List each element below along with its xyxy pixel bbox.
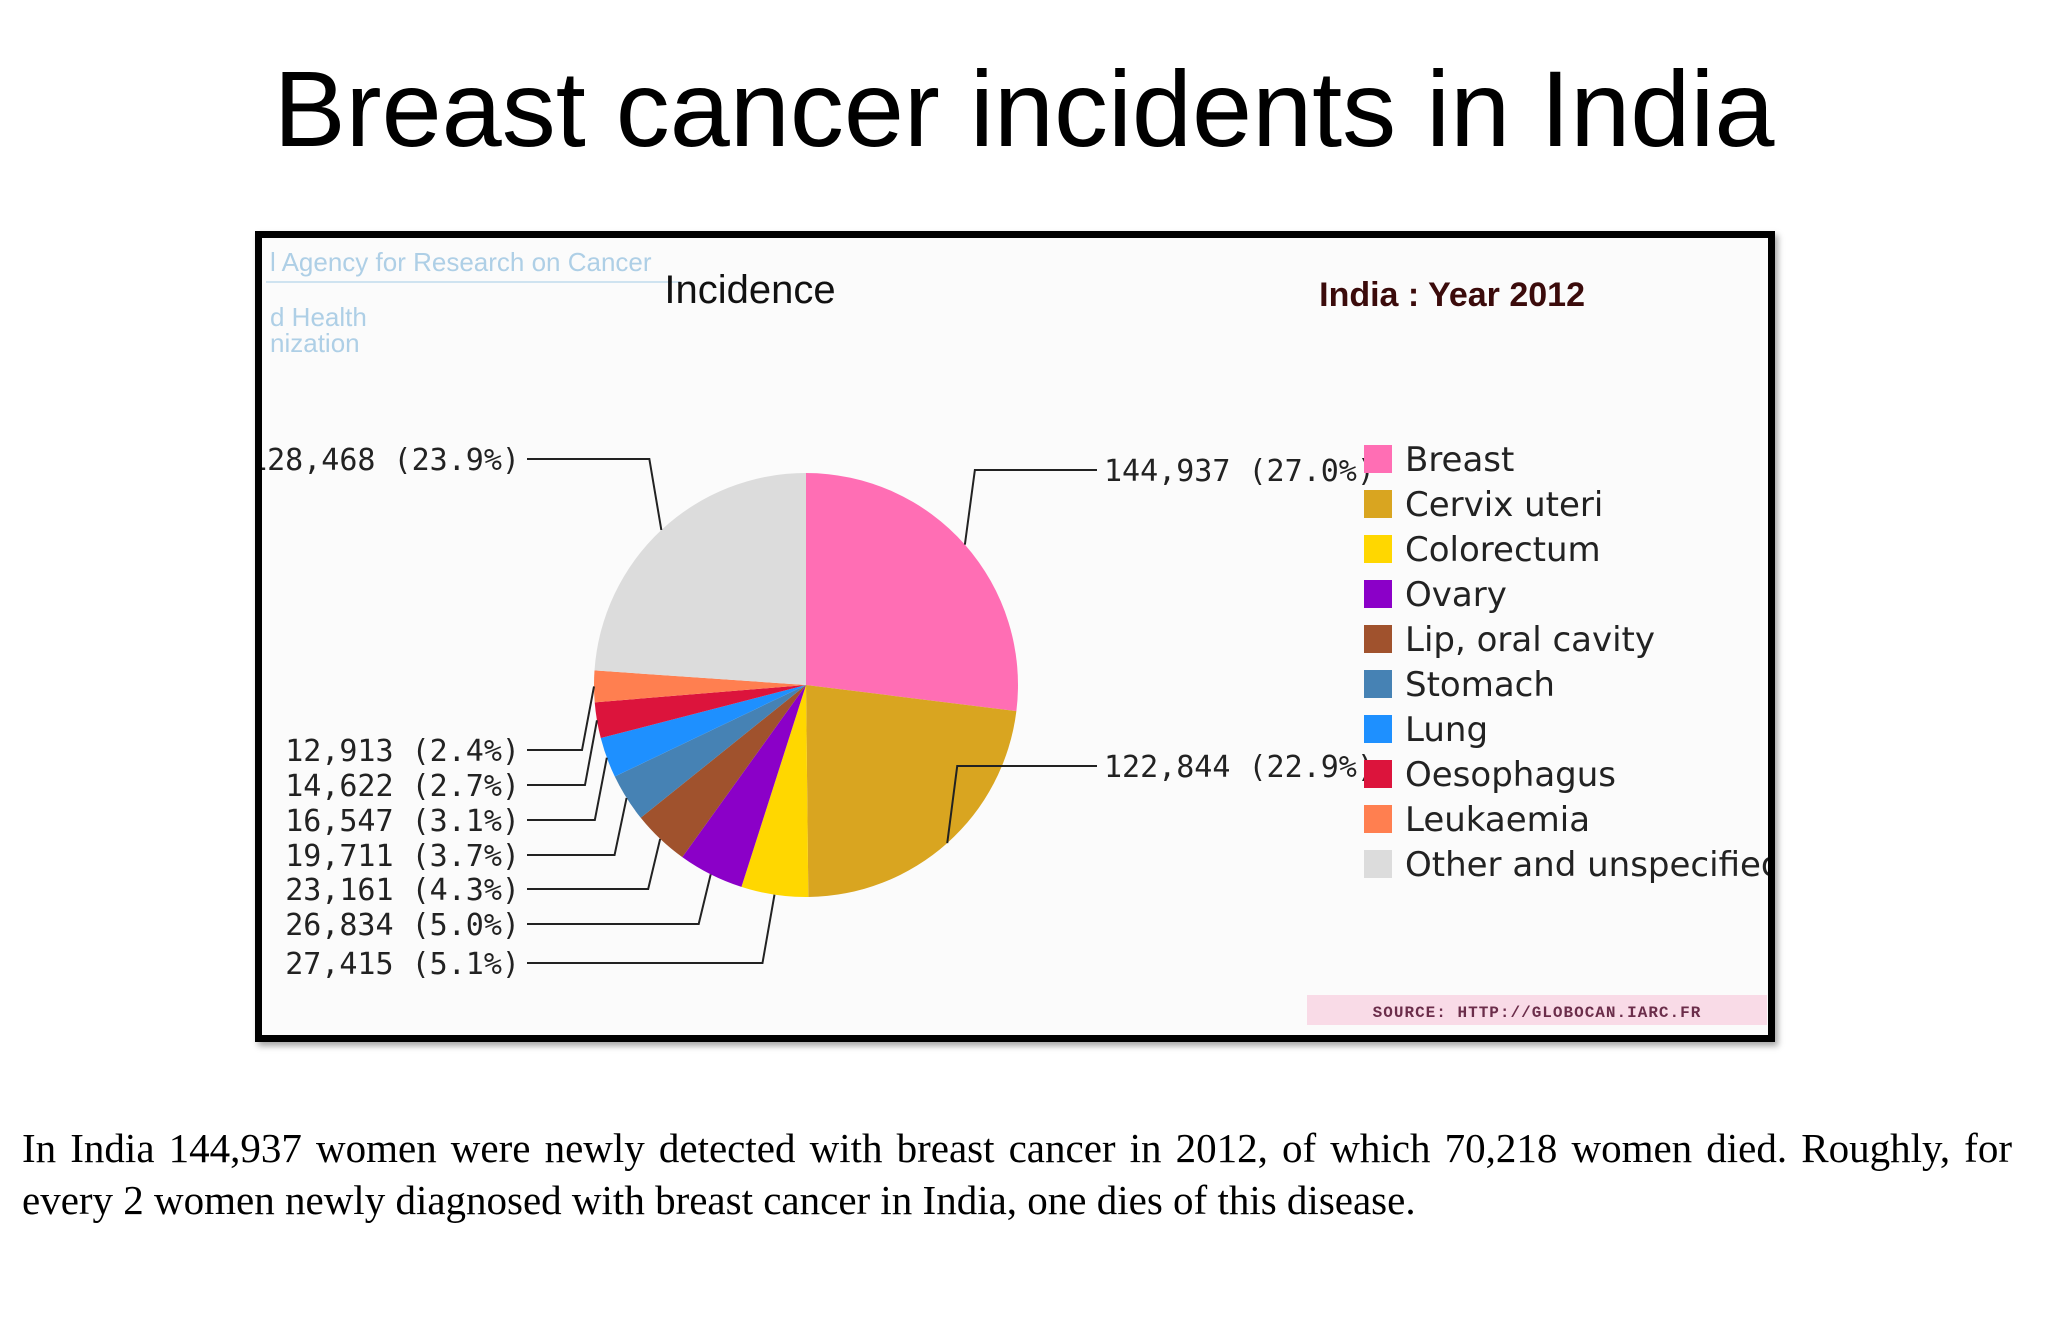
slice-label-leukaemia: 12,913 (2.4%)	[285, 734, 520, 769]
slice-lip-oral-cavity	[640, 685, 806, 858]
slice-label-breast: 144,937 (27.0%)	[1104, 454, 1375, 489]
chart-frame: l Agency for Research on Cancer d Health…	[255, 231, 1775, 1042]
watermark-line-1: l Agency for Research on Cancer	[270, 247, 652, 277]
slice-label-cervix-uteri: 122,844 (22.9%)	[1104, 750, 1375, 785]
legend-swatch-lung	[1364, 715, 1392, 743]
pie-chart: l Agency for Research on Cancer d Health…	[262, 247, 1768, 1025]
slice-leukaemia	[593, 670, 806, 703]
legend-label-lung: Lung	[1405, 710, 1488, 750]
slice-oesophagus	[594, 685, 806, 739]
slice-colorectum	[741, 685, 809, 898]
leader-line-other-and-unspecified	[527, 458, 663, 531]
caption: In India 144,937 women were newly detect…	[22, 1125, 2012, 1223]
legend-swatch-breast	[1364, 445, 1392, 473]
legend-label-cervix-uteri: Cervix uteri	[1405, 485, 1603, 525]
source-text: SOURCE: HTTP://GLOBOCAN.IARC.FR	[1373, 1004, 1702, 1022]
watermark-line-3: nization	[270, 328, 360, 358]
leader-line-leukaemia	[527, 686, 595, 751]
chart-title: Incidence	[664, 268, 835, 312]
leader-line-cervix-uteri	[946, 765, 1097, 844]
leader-line-breast	[963, 469, 1097, 545]
legend-label-lip-oral-cavity: Lip, oral cavity	[1405, 620, 1655, 660]
slice-breast	[806, 473, 1018, 712]
legend: Breast Cervix uteri Colorectum Ovary Lip, or…	[1364, 440, 1768, 885]
legend-swatch-other-and-unspecified	[1364, 850, 1392, 878]
watermark: l Agency for Research on Cancer d Health…	[266, 247, 680, 358]
slice-label-stomach: 19,711 (3.7%)	[285, 839, 520, 874]
watermark-line-2: d Health	[270, 302, 367, 332]
slice-ovary	[682, 685, 806, 887]
leader-line-lung	[527, 757, 608, 821]
pie-labels: 144,937 (27.0%) 122,844 (22.9%) 27,415 (5.…	[262, 443, 1375, 982]
pie-slices	[593, 473, 1018, 898]
slice-cervix-uteri	[806, 685, 1017, 897]
legend-label-oesophagus: Oesophagus	[1405, 755, 1616, 795]
legend-swatch-lip-oral-cavity	[1364, 625, 1392, 653]
slice-label-other-and-unspecified: 128,468 (23.9%)	[262, 443, 520, 478]
legend-swatch-colorectum	[1364, 535, 1392, 563]
leader-line-oesophagus	[527, 720, 598, 786]
legend-label-other-and-unspecified: Other and unspecified	[1405, 845, 1768, 885]
legend-label-colorectum: Colorectum	[1405, 530, 1601, 570]
legend-label-stomach: Stomach	[1405, 665, 1555, 705]
leader-line-colorectum	[527, 894, 776, 964]
leader-line-lip-oral-cavity	[527, 838, 662, 890]
slice-stomach	[614, 685, 806, 818]
leader-line-stomach	[527, 797, 628, 856]
slice-label-ovary: 26,834 (5.0%)	[285, 908, 520, 943]
slice-other-and-unspecified	[594, 473, 806, 685]
leader-line-ovary	[527, 874, 712, 925]
legend-swatch-leukaemia	[1364, 805, 1392, 833]
slide-title: Breast cancer incidents in India	[273, 48, 1775, 169]
legend-swatch-stomach	[1364, 670, 1392, 698]
legend-label-breast: Breast	[1405, 440, 1514, 480]
slice-label-lip-oral-cavity: 23,161 (4.3%)	[285, 873, 520, 908]
legend-swatch-ovary	[1364, 580, 1392, 608]
legend-swatch-oesophagus	[1364, 760, 1392, 788]
legend-label-ovary: Ovary	[1405, 575, 1507, 615]
slice-label-lung: 16,547 (3.1%)	[285, 804, 520, 839]
chart-subtitle: India : Year 2012	[1319, 276, 1585, 314]
legend-label-leukaemia: Leukaemia	[1405, 800, 1590, 840]
slice-label-colorectum: 27,415 (5.1%)	[285, 947, 520, 982]
source-banner	[1307, 995, 1767, 1025]
slice-label-oesophagus: 14,622 (2.7%)	[285, 769, 520, 804]
slice-lung	[600, 685, 806, 777]
legend-swatch-cervix-uteri	[1364, 490, 1392, 518]
